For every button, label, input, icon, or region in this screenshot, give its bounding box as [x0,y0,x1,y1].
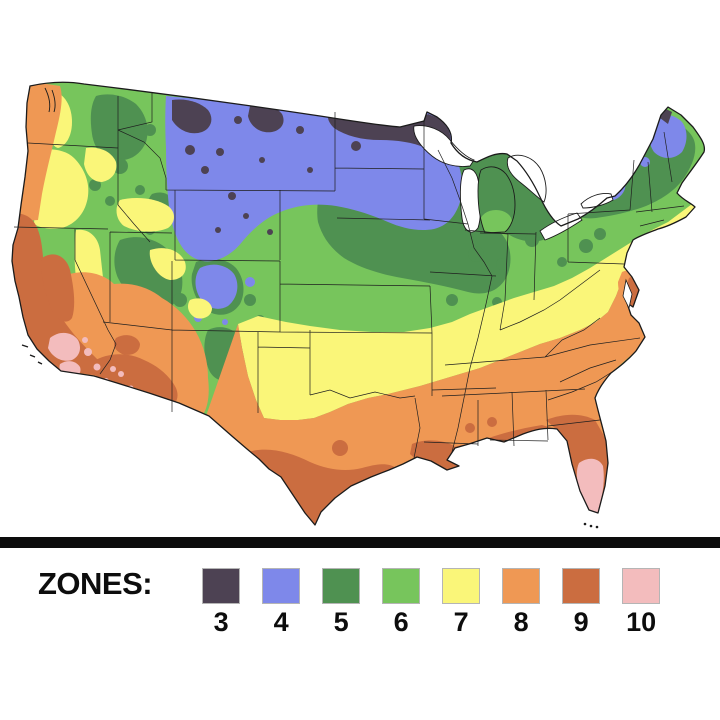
legend-zone-9: 9 [562,560,601,638]
coastal-details [21,87,633,529]
legend-zone-3: 3 [202,560,241,638]
zone-3-label: 3 [213,607,229,637]
zone-8-swatch [502,568,541,604]
legend-title: ZONES: [38,566,153,601]
divider-bar [0,537,720,548]
zone-3-swatch [202,568,241,604]
zone-7-swatch [442,568,481,604]
zone-10-label: 10 [626,607,657,637]
zone-9-swatch [562,568,601,604]
legend-zone-5: 5 [322,560,361,638]
legend-zone-10: 10 [622,560,661,638]
florida-keys [583,522,599,529]
legend-zone-6: 6 [382,560,421,638]
legend: ZONES: 3 4 5 6 7 [0,560,720,650]
puget-sound-inlets [44,87,56,113]
zone-6-label: 6 [393,607,409,637]
legend-zone-4: 4 [262,560,301,638]
chesapeake-bay [622,278,633,310]
legend-zone-7: 7 [442,560,481,638]
zone-4-swatch [262,568,301,604]
channel-islands [21,344,43,365]
zone-4-label: 4 [273,607,289,637]
lake-ontario [580,193,614,209]
zone-6-swatch [382,568,421,604]
zone-10-swatch [622,568,661,604]
us-hardiness-map [11,81,706,529]
michigan-mitt [477,166,516,234]
zone-7-label: 7 [453,607,469,637]
legend-zone-items: 3 4 5 6 7 8 9 [202,560,661,638]
zone-5-swatch [322,568,361,604]
zone-9-label: 9 [573,607,589,637]
zone-8-label: 8 [513,607,529,637]
map-container [11,81,706,529]
us-outline [11,81,706,526]
lake-michigan [459,168,481,233]
zone-fill-layers [12,82,705,525]
zone-5-label: 5 [333,607,349,637]
legend-zone-8: 8 [502,560,541,638]
state-borders [13,93,685,459]
